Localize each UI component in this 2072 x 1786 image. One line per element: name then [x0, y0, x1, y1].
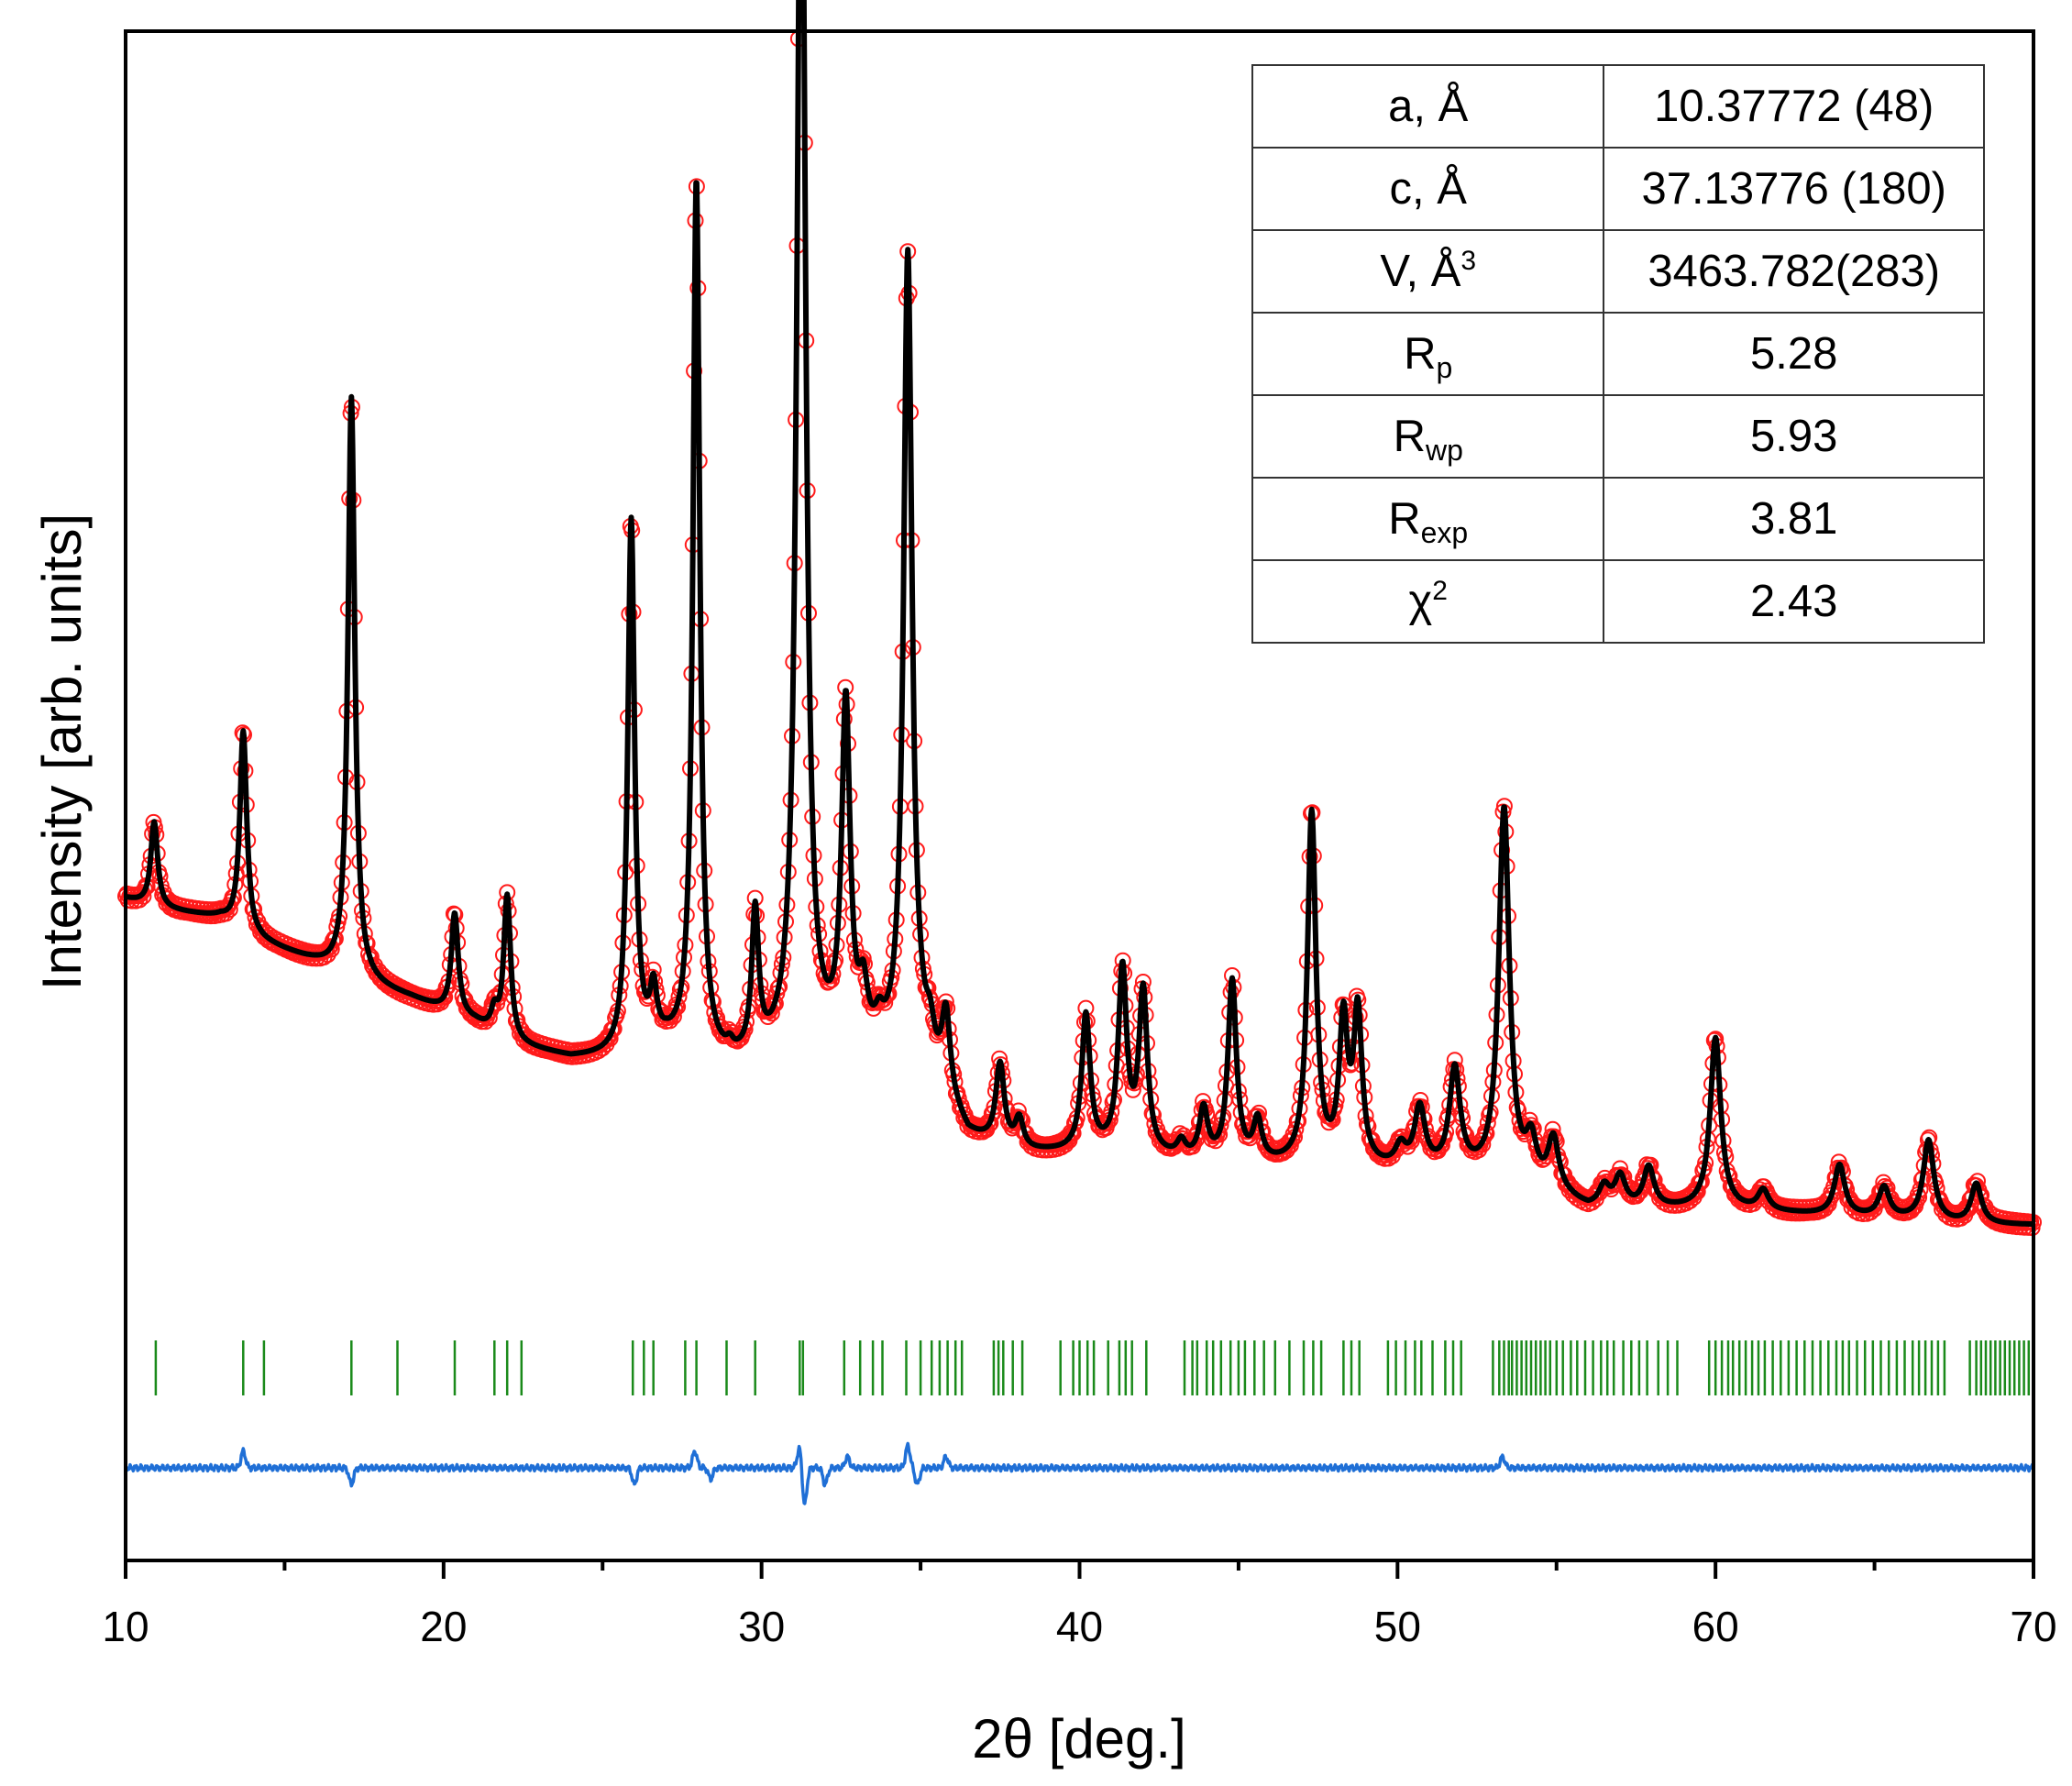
refinement-parameters-table: a, Å 10.37772 (48) c, Å 37.13776 (180) V, Å3…	[1251, 64, 1985, 644]
x-axis-title: 2θ [deg.]	[972, 1708, 1186, 1769]
parameter-label: Rp	[1251, 312, 1605, 396]
parameter-row: a, Å 10.37772 (48)	[1251, 64, 1985, 149]
y-axis-title: Intensity [arb. units]	[31, 513, 93, 990]
x-tick-label: 30	[738, 1603, 785, 1650]
parameter-value: 37.13776 (180)	[1603, 147, 1985, 231]
x-tick-label: 20	[420, 1603, 467, 1650]
observed-point	[1284, 1131, 1301, 1149]
difference-series-line	[124, 1441, 2035, 1505]
parameter-label: V, Å3	[1251, 229, 1605, 314]
parameter-value: 2.43	[1603, 559, 1985, 644]
parameter-row: c, Å 37.13776 (180)	[1251, 147, 1985, 231]
parameter-value: 3.81	[1603, 477, 1985, 561]
parameter-label: χ2	[1251, 559, 1605, 644]
bragg-positions	[154, 1340, 2031, 1395]
observed-point	[1321, 1108, 1339, 1125]
parameter-label: Rexp	[1251, 477, 1605, 561]
parameter-value: 10.37772 (48)	[1603, 64, 1985, 149]
parameter-value: 3463.782(283)	[1603, 229, 1985, 314]
x-tick-label: 40	[1056, 1603, 1103, 1650]
parameter-row: V, Å3 3463.782(283)	[1251, 229, 1985, 314]
parameter-label: c, Å	[1251, 147, 1605, 231]
calculated-series-line	[123, 0, 2036, 1228]
x-tick-label: 70	[2010, 1603, 2056, 1650]
parameter-label: a, Å	[1251, 64, 1605, 149]
parameter-value: 5.28	[1603, 312, 1985, 396]
x-tick-label: 60	[1692, 1603, 1739, 1650]
parameter-row: Rexp 3.81	[1251, 477, 1985, 561]
parameter-row: Rp 5.28	[1251, 312, 1985, 396]
parameter-row: Rwp 5.93	[1251, 394, 1985, 479]
x-axis: 10 20 30 40 50 60 70	[102, 1560, 2057, 1650]
x-tick-label: 50	[1374, 1603, 1421, 1650]
parameter-row: χ2 2.43	[1251, 559, 1985, 644]
x-tick-label: 10	[102, 1603, 149, 1650]
parameter-value: 5.93	[1603, 394, 1985, 479]
parameter-label: Rwp	[1251, 394, 1605, 479]
